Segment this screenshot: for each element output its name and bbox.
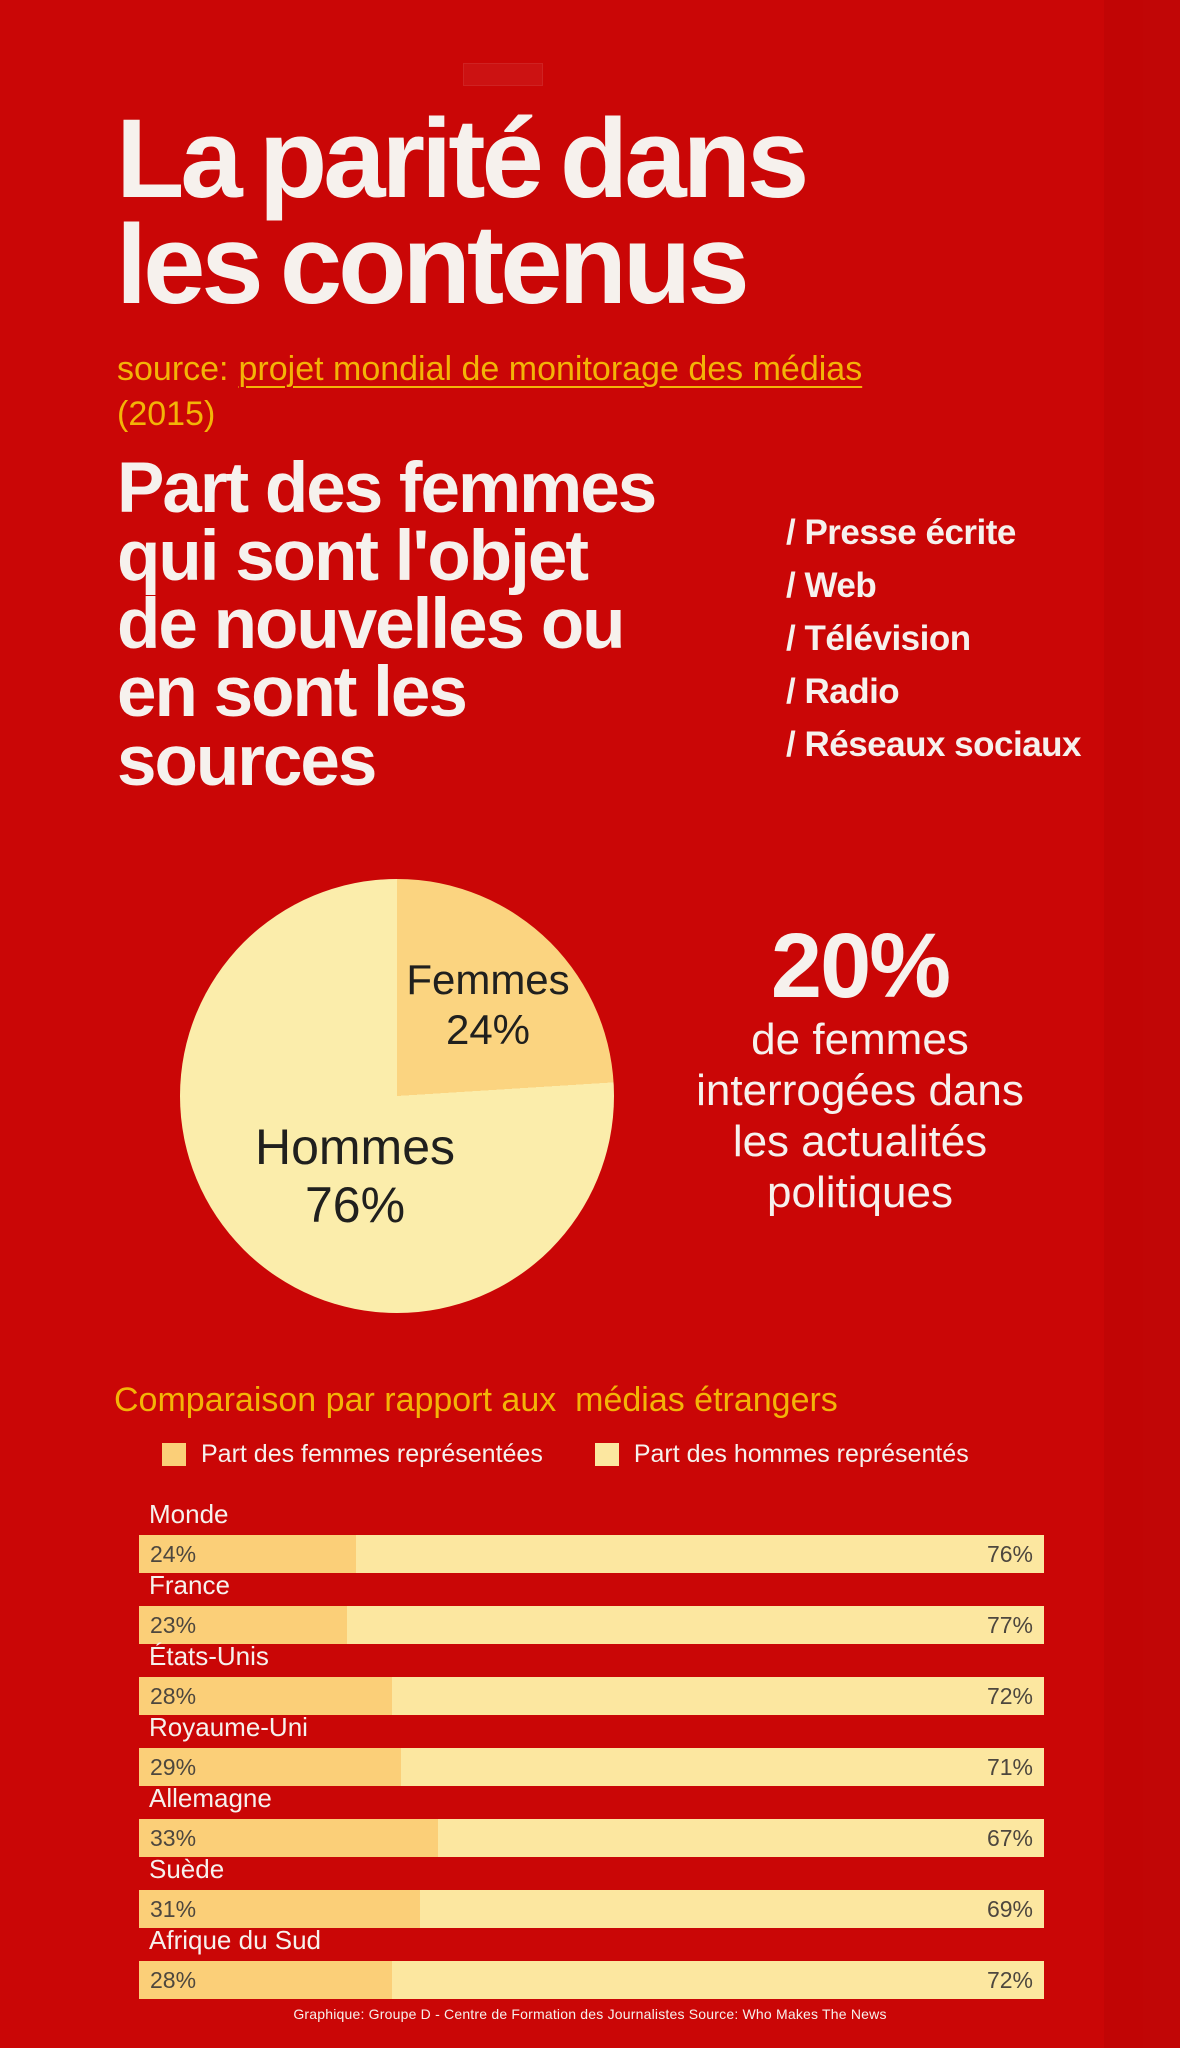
stacked-bar: 29% 71% [139, 1748, 1044, 1786]
intro-heading: Part des femmes qui sont l'objet de nouv… [117, 449, 657, 801]
hommes-value-label: 77% [986, 1611, 1033, 1638]
bar-country-label: Suède [149, 1854, 225, 1884]
bar-segment-hommes: 77% [347, 1606, 1044, 1644]
source-year: (2015) [117, 394, 216, 433]
bar-segment-hommes: 76% [356, 1535, 1044, 1573]
legend-label-hommes: Part des hommes représentés [633, 1440, 969, 1468]
bar-row: Royaume-Uni 29% 71% [139, 1712, 1044, 1786]
hommes-value-label: 71% [986, 1753, 1033, 1780]
femmes-value-label: 31% [150, 1895, 197, 1922]
bar-row: États-Unis 28% 72% [139, 1641, 1044, 1715]
bar-country-label: Royaume-Uni [149, 1712, 308, 1742]
source-line: source: projet mondial de monitorage des … [117, 347, 862, 437]
stacked-bar-chart: Monde 24% 76% France 23% 77% États-Unis … [139, 1499, 1044, 2045]
background-right-band [1104, 0, 1180, 2048]
bar-row: Allemagne 33% 67% [139, 1783, 1044, 1857]
femmes-value-label: 28% [150, 1966, 197, 1993]
pie-slice-value-hommes: 76% [304, 1177, 406, 1233]
hommes-value-label: 76% [986, 1540, 1033, 1567]
bar-segment-hommes: 71% [401, 1748, 1044, 1786]
legend-label-femmes: Part des femmes représentées [201, 1440, 543, 1468]
bar-country-label: Afrique du Sud [149, 1925, 322, 1955]
pie-chart [180, 879, 614, 1313]
bar-segment-femmes: 24% [139, 1535, 357, 1573]
legend-swatch-femmes-icon [162, 1443, 186, 1466]
pie-label-femmes: Femmes 24% [378, 955, 598, 1054]
page-title: La parité dans les contenus [116, 96, 809, 328]
femmes-value-label: 33% [150, 1824, 197, 1851]
media-list-item-web: / Web [786, 565, 877, 605]
femmes-value-label: 23% [150, 1611, 197, 1638]
comparison-title: Comparaison par rapport aux médias étran… [114, 1381, 838, 1419]
bar-row: Suède 31% 69% [139, 1854, 1044, 1928]
hommes-value-label: 69% [986, 1895, 1033, 1922]
bar-country-label: Allemagne [149, 1783, 272, 1813]
stacked-bar: 33% 67% [139, 1819, 1044, 1857]
stacked-bar: 31% 69% [139, 1890, 1044, 1928]
pie-slice-name-femmes: Femmes [406, 956, 570, 1003]
bar-segment-femmes: 29% [139, 1748, 402, 1786]
bar-country-label: Monde [149, 1499, 229, 1529]
chart-legend: Part des femmes représentées Part des ho… [162, 1440, 969, 1469]
femmes-value-label: 28% [150, 1682, 197, 1709]
hommes-value-label: 72% [986, 1966, 1033, 1993]
bar-row: Monde 24% 76% [139, 1499, 1044, 1573]
stacked-bar: 23% 77% [139, 1606, 1044, 1644]
pie-label-hommes: Hommes 76% [240, 1118, 470, 1234]
stacked-bar: 28% 72% [139, 1677, 1044, 1715]
stat-number: 20% [770, 915, 951, 1017]
stacked-bar: 28% 72% [139, 1961, 1044, 1999]
bar-segment-femmes: 33% [139, 1819, 438, 1857]
bar-segment-femmes: 28% [139, 1961, 393, 1999]
source-link[interactable]: projet mondial de monitorage des médias [238, 350, 863, 388]
bar-segment-hommes: 72% [392, 1677, 1044, 1715]
media-list-item-presse: / Presse écrite [786, 513, 1016, 552]
stat-text: de femmes interrogées dans les actualité… [696, 1015, 1024, 1218]
legend-item-femmes: Part des femmes représentées [162, 1440, 543, 1469]
media-list: / Presse écrite / Web / Télévision / Rad… [786, 507, 1082, 772]
stacked-bar: 24% 76% [139, 1535, 1044, 1573]
media-list-item-television: / Télévision [786, 618, 971, 658]
bar-country-label: France [149, 1570, 230, 1600]
bar-segment-hommes: 72% [392, 1961, 1044, 1999]
bar-segment-hommes: 67% [437, 1819, 1044, 1857]
bar-segment-femmes: 31% [139, 1890, 420, 1928]
pie-slice-value-femmes: 24% [445, 1005, 531, 1053]
femmes-value-label: 24% [150, 1540, 197, 1567]
hommes-value-label: 72% [986, 1682, 1033, 1709]
media-list-item-radio: / Radio [786, 671, 900, 711]
footer-credit: Graphique: Groupe D - Centre de Formatio… [293, 2006, 887, 2022]
pie-slice-name-hommes: Hommes [254, 1119, 456, 1175]
bar-segment-femmes: 23% [139, 1606, 348, 1644]
bar-row: France 23% 77% [139, 1570, 1044, 1644]
bar-row: Afrique du Sud 28% 72% [139, 1925, 1044, 1999]
bar-segment-femmes: 28% [139, 1677, 393, 1715]
media-list-item-reseaux: / Réseaux sociaux [786, 724, 1082, 764]
hommes-value-label: 67% [986, 1824, 1033, 1851]
femmes-value-label: 29% [150, 1753, 197, 1780]
logo-placeholder [463, 63, 543, 86]
source-label: source: [117, 350, 229, 388]
bar-country-label: États-Unis [149, 1641, 269, 1671]
legend-swatch-hommes-icon [594, 1443, 619, 1466]
legend-item-hommes: Part des hommes représentés [594, 1440, 969, 1469]
bar-segment-hommes: 69% [419, 1890, 1044, 1928]
